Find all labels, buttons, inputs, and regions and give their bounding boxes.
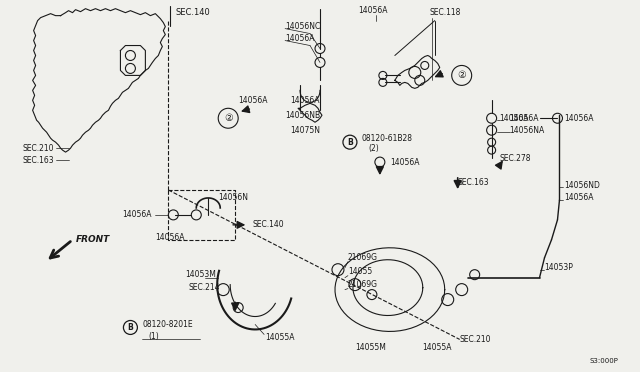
Text: ②: ②: [458, 70, 466, 80]
Text: 14056A: 14056A: [564, 193, 594, 202]
Text: 14056NC: 14056NC: [285, 22, 321, 31]
Text: (2): (2): [368, 144, 379, 153]
Text: 14075N: 14075N: [290, 126, 320, 135]
Text: (1): (1): [148, 332, 159, 341]
Text: 14056A: 14056A: [358, 6, 387, 15]
Text: 14056A: 14056A: [500, 114, 529, 123]
Text: 14056A: 14056A: [564, 114, 594, 123]
Text: FRONT: FRONT: [76, 235, 110, 244]
Text: 14056A: 14056A: [290, 96, 319, 105]
Text: 14053M: 14053M: [186, 270, 216, 279]
Text: 14056A: 14056A: [238, 96, 268, 105]
Text: SEC.210: SEC.210: [460, 335, 491, 344]
Text: 21069G: 21069G: [348, 280, 378, 289]
Text: SEC.210: SEC.210: [22, 144, 54, 153]
Text: SEC.140: SEC.140: [252, 220, 284, 230]
Text: SEC.140: SEC.140: [175, 8, 210, 17]
Text: 14056ND: 14056ND: [564, 180, 600, 189]
Text: SEC.214: SEC.214: [188, 283, 220, 292]
Text: 14056N: 14056N: [218, 193, 248, 202]
Text: ②: ②: [224, 113, 232, 123]
Text: 14055A: 14055A: [265, 333, 294, 342]
Text: 14056NA: 14056NA: [509, 126, 545, 135]
Text: 08120-8201E: 08120-8201E: [142, 320, 193, 329]
Text: SEC.163: SEC.163: [458, 177, 490, 186]
Text: 14056A: 14056A: [390, 158, 419, 167]
Text: 14056A: 14056A: [156, 233, 185, 242]
Text: 14055: 14055: [348, 267, 372, 276]
Text: 08120-61B28: 08120-61B28: [362, 134, 413, 143]
Text: 14053P: 14053P: [545, 263, 573, 272]
Text: SEC.118: SEC.118: [430, 8, 461, 17]
Text: B: B: [347, 138, 353, 147]
Text: SEC.278: SEC.278: [500, 154, 531, 163]
Text: SEC.163: SEC.163: [22, 155, 54, 164]
Text: 14056NB: 14056NB: [285, 111, 320, 120]
Text: 14055M: 14055M: [355, 343, 386, 352]
Text: S3:000P: S3:000P: [589, 358, 618, 364]
Text: B: B: [127, 323, 133, 332]
Text: 21069G: 21069G: [348, 253, 378, 262]
Text: 14056A: 14056A: [122, 211, 152, 219]
Text: 14055A: 14055A: [422, 343, 451, 352]
Text: 14056A: 14056A: [509, 114, 539, 123]
Text: 14056A: 14056A: [285, 34, 315, 43]
